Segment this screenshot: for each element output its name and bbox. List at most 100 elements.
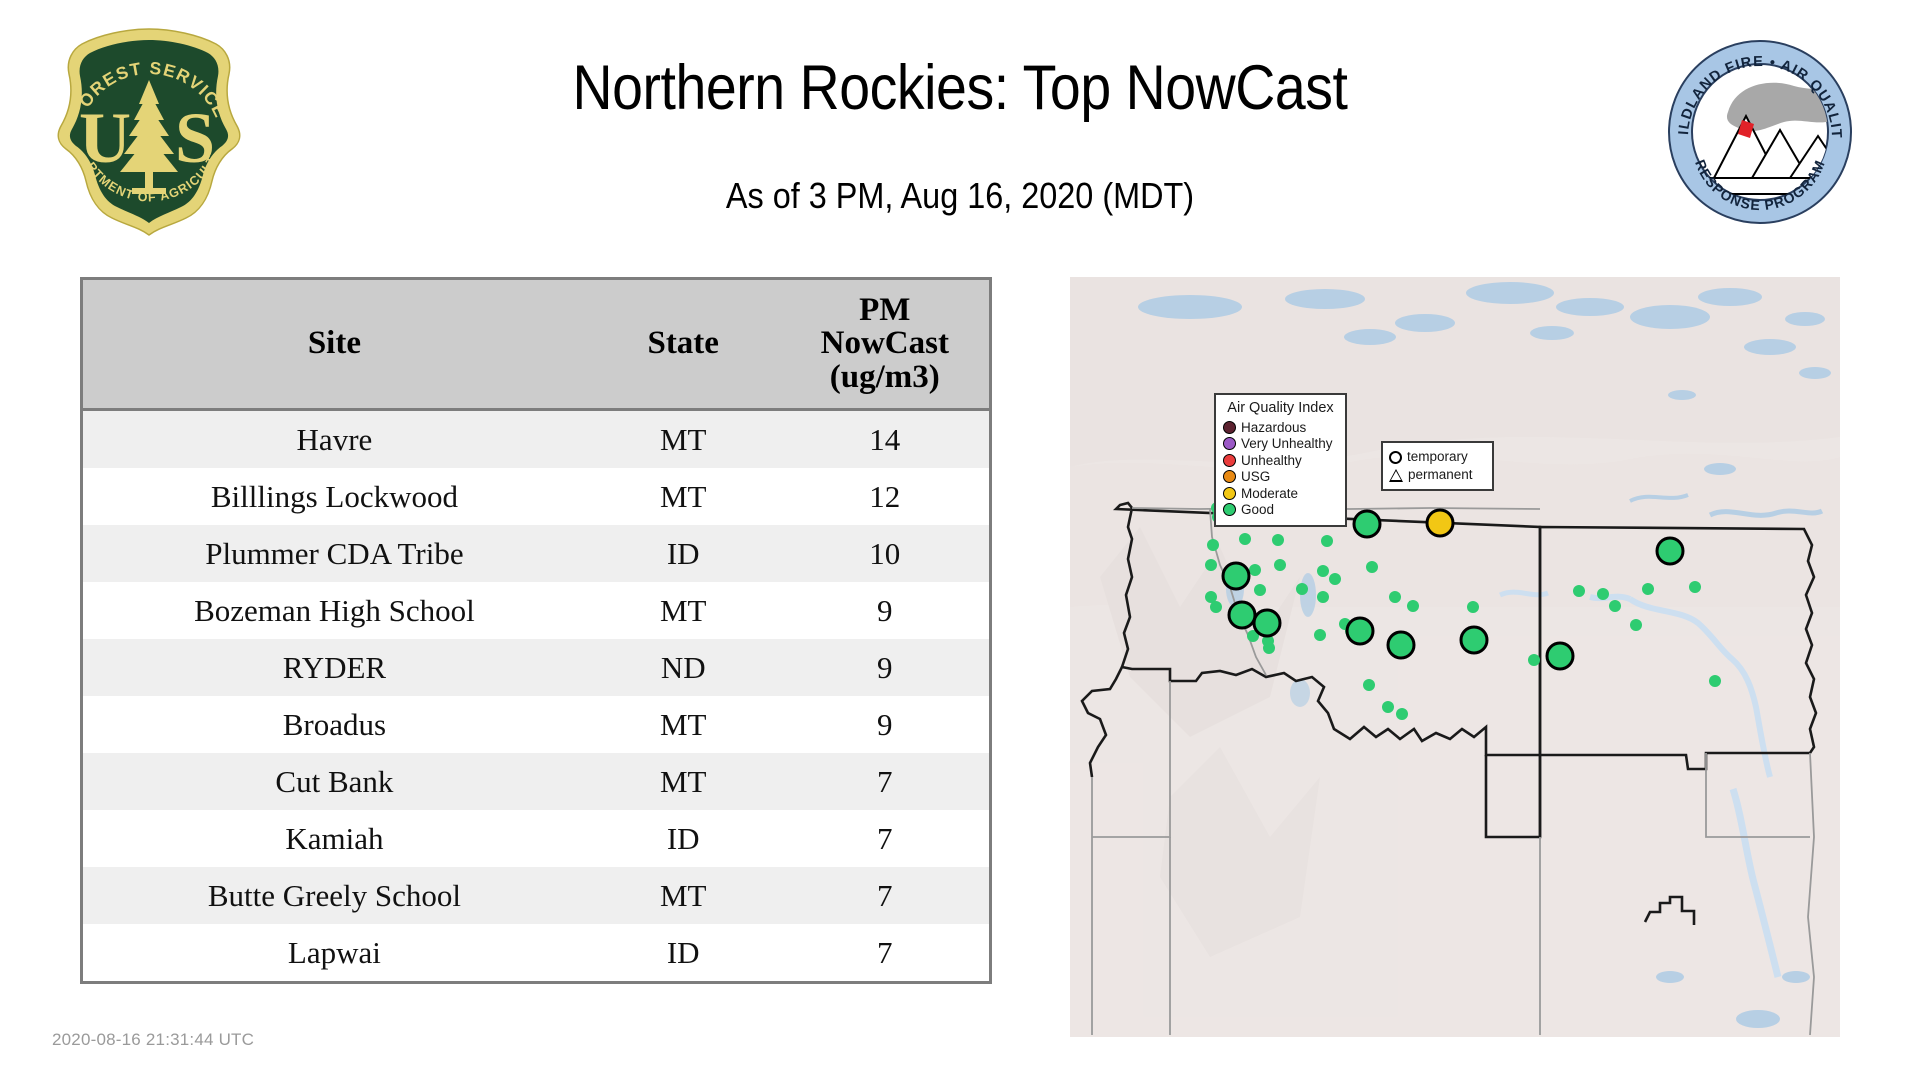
- state-cell: MT: [585, 696, 781, 753]
- aqi-legend-title: Air Quality Index: [1227, 400, 1334, 416]
- legend-row-permanent: permanent: [1389, 466, 1486, 484]
- site-cell: RYDER: [83, 639, 586, 696]
- legend-label-permanent: permanent: [1408, 467, 1473, 483]
- table-row[interactable]: Havre MT 14: [83, 409, 989, 468]
- aqi-legend-row: Hazardous: [1223, 419, 1338, 436]
- table-row[interactable]: Lapwai ID 7: [83, 924, 989, 981]
- site-cell: Cut Bank: [83, 753, 586, 810]
- monitor-marker-small: [1263, 642, 1275, 654]
- wfaqrp-logo: WILDLAND FIRE • AIR QUALITY RESPONSE PRO…: [1659, 26, 1854, 226]
- pm-nowcast-cell: 10: [780, 525, 989, 582]
- monitor-marker-small: [1528, 654, 1540, 666]
- legend-row-temporary: temporary: [1389, 448, 1486, 466]
- monitor-marker-top-site[interactable]: [1345, 616, 1375, 646]
- column-header-pm-line3: (ug/m3): [829, 358, 940, 395]
- table-row[interactable]: Cut Bank MT 7: [83, 753, 989, 810]
- monitor-marker-small: [1274, 559, 1286, 571]
- column-header-site[interactable]: Site: [83, 280, 586, 411]
- monitor-marker-small: [1597, 588, 1609, 600]
- column-header-state[interactable]: State: [585, 280, 781, 411]
- monitor-marker-small: [1317, 565, 1329, 577]
- usfs-shield-icon: U S FOREST SERVICE DEPARTMENT OF AGRICUL…: [46, 6, 241, 236]
- pm-nowcast-cell: 14: [780, 409, 989, 468]
- smoke-plume-icon: [1727, 82, 1828, 131]
- site-cell: Billlings Lockwood: [83, 468, 586, 525]
- state-cell: MT: [585, 468, 781, 525]
- state-cell: ID: [585, 924, 781, 981]
- column-header-pm-line1: PM: [859, 291, 911, 328]
- monitor-marker-top-site[interactable]: [1655, 536, 1685, 566]
- table-row[interactable]: RYDER ND 9: [83, 639, 989, 696]
- pm-nowcast-cell: 9: [780, 696, 989, 753]
- footer-timestamp: 2020-08-16 21:31:44 UTC: [52, 1030, 255, 1049]
- monitor-marker-top-site[interactable]: [1425, 508, 1455, 538]
- monitor-marker-small: [1467, 601, 1479, 613]
- air-quality-map[interactable]: [1070, 277, 1840, 1037]
- monitor-marker-top-site[interactable]: [1459, 625, 1489, 655]
- monitor-marker-small: [1317, 591, 1329, 603]
- monitor-marker-top-site[interactable]: [1352, 509, 1382, 539]
- monitor-marker-small: [1689, 581, 1701, 593]
- monitor-type-legend: temporary permanent: [1381, 441, 1494, 491]
- aqi-legend-label: USG: [1241, 469, 1271, 484]
- column-header-state-label: State: [647, 325, 719, 362]
- pm-nowcast-cell: 7: [780, 810, 989, 867]
- monitor-marker-top-site[interactable]: [1227, 600, 1257, 630]
- state-cell: ID: [585, 810, 781, 867]
- state-cell: MT: [585, 582, 781, 639]
- aqi-legend-label: Hazardous: [1241, 419, 1307, 435]
- aqi-color-swatch: [1223, 486, 1236, 500]
- aqi-legend-label: Good: [1241, 502, 1275, 517]
- aqi-legend-label: Very Unhealthy: [1241, 436, 1333, 451]
- table-row[interactable]: Plummer CDA Tribe ID 10: [83, 525, 989, 582]
- pm-nowcast-cell: 9: [780, 639, 989, 696]
- monitor-marker-small: [1314, 629, 1326, 641]
- table-row[interactable]: Butte Greely School MT 7: [83, 867, 989, 924]
- pm-nowcast-cell: 9: [780, 582, 989, 639]
- map-secondary-boundaries: [1091, 507, 1815, 1036]
- monitor-marker-small: [1205, 559, 1217, 571]
- permanent-monitor-icon: [1389, 468, 1403, 482]
- aqi-color-swatch: [1223, 470, 1236, 484]
- table-row[interactable]: Bozeman High School MT 9: [83, 582, 989, 639]
- table-header-row: Site State PM NowCast (ug/m3): [83, 280, 989, 411]
- monitor-marker-small: [1366, 561, 1378, 573]
- monitor-marker-top-site[interactable]: [1252, 608, 1282, 638]
- state-cell: ID: [585, 525, 781, 582]
- table-row[interactable]: Billlings Lockwood MT 12: [83, 468, 989, 525]
- aqi-legend: Air Quality Index Hazardous Very Unhealth…: [1214, 393, 1347, 527]
- monitor-marker-top-site[interactable]: [1221, 561, 1251, 591]
- table-row[interactable]: Kamiah ID 7: [83, 810, 989, 867]
- monitor-marker-top-site[interactable]: [1386, 630, 1416, 660]
- monitor-marker-small: [1609, 600, 1621, 612]
- monitor-marker-top-site[interactable]: [1545, 641, 1575, 671]
- aqi-legend-label: Moderate: [1241, 485, 1299, 501]
- monitor-marker-small: [1210, 601, 1222, 613]
- monitor-marker-small: [1389, 591, 1401, 603]
- state-cell: MT: [585, 753, 781, 810]
- wildland-fire-air-quality-icon: WILDLAND FIRE • AIR QUALITY RESPONSE PRO…: [1659, 26, 1852, 224]
- monitor-marker-small: [1296, 583, 1308, 595]
- map-top-site-markers[interactable]: [1221, 508, 1685, 671]
- site-cell: Kamiah: [83, 810, 586, 867]
- pm-nowcast-cell: 12: [780, 468, 989, 525]
- monitor-marker-small: [1254, 584, 1266, 596]
- fire-marker-icon: [1738, 120, 1754, 138]
- aqi-legend-row: Very Unhealthy: [1223, 436, 1338, 453]
- monitor-marker-small: [1247, 630, 1259, 642]
- map-canvas[interactable]: [1070, 277, 1840, 1037]
- nowcast-table: Site State PM NowCast (ug/m3) Havre MT 14 B…: [80, 277, 992, 984]
- column-header-pm-nowcast[interactable]: PM NowCast (ug/m3): [780, 280, 989, 411]
- page-subtitle: As of 3 PM, Aug 16, 2020 (MDT): [725, 175, 1195, 216]
- aqi-legend-row: Moderate: [1223, 485, 1338, 502]
- monitor-marker-small: [1239, 533, 1251, 545]
- column-header-pm-line2: NowCast: [820, 325, 949, 362]
- table-row[interactable]: Broadus MT 9: [83, 696, 989, 753]
- pm-nowcast-cell: 7: [780, 867, 989, 924]
- aqi-legend-row: USG: [1223, 469, 1338, 486]
- aqi-color-swatch: [1223, 503, 1236, 517]
- map-border-detail: [1643, 895, 1696, 925]
- aqi-color-swatch: [1223, 420, 1236, 434]
- usfs-letter-u: U: [79, 98, 131, 178]
- map-terrain-shading: [1070, 277, 1840, 1037]
